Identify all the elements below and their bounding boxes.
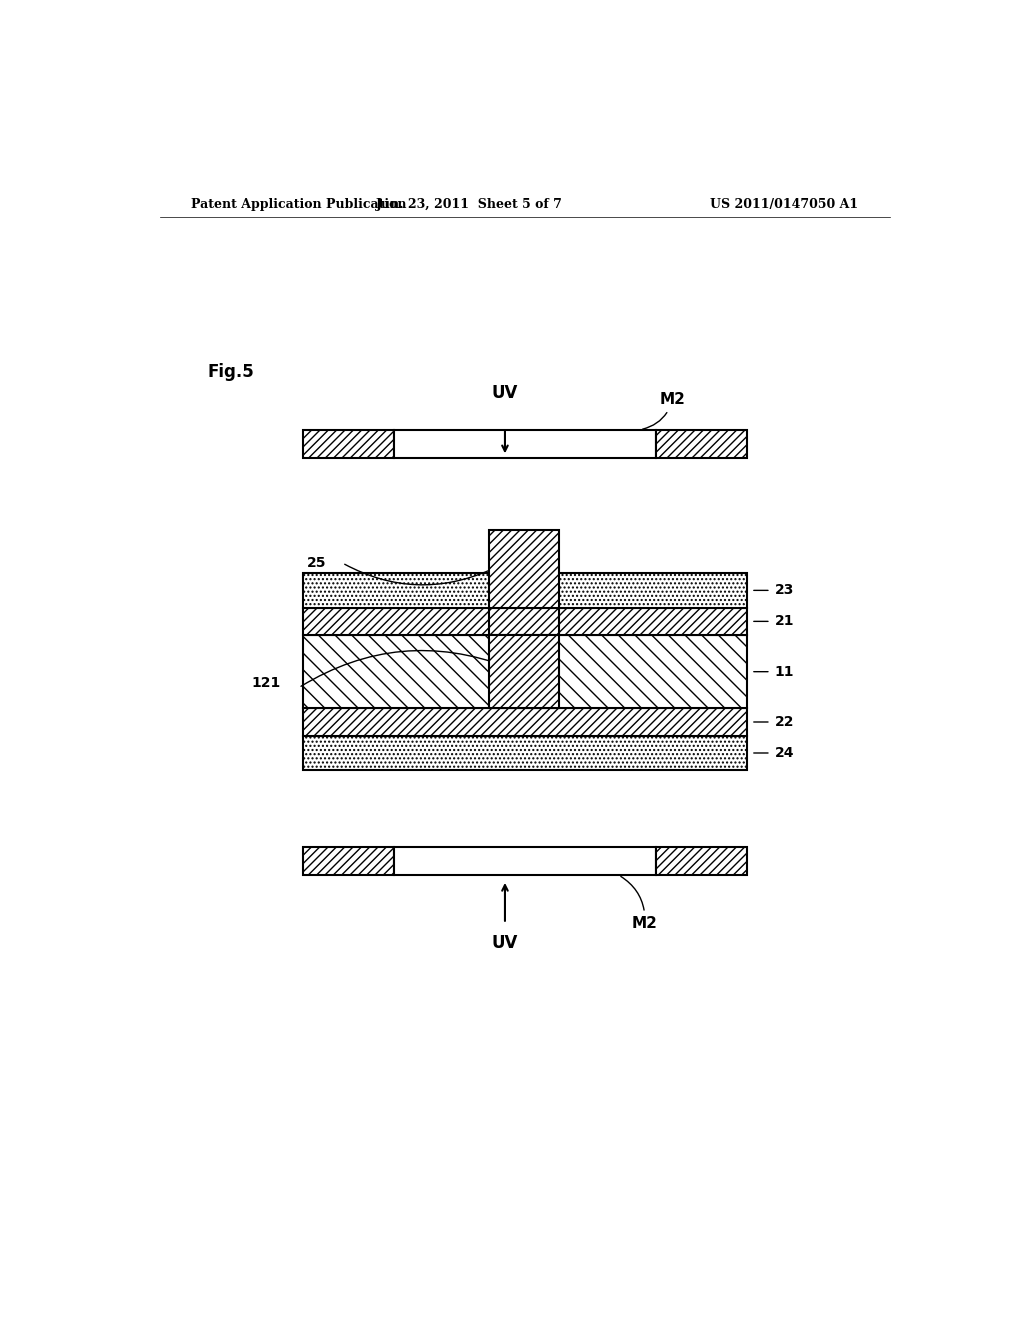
Bar bbox=[655, 430, 748, 458]
Text: Patent Application Publication: Patent Application Publication bbox=[191, 198, 407, 211]
Text: US 2011/0147050 A1: US 2011/0147050 A1 bbox=[710, 198, 858, 211]
Bar bbox=[489, 531, 559, 607]
Text: 24: 24 bbox=[775, 746, 795, 760]
Text: 11: 11 bbox=[775, 665, 795, 678]
Bar bbox=[303, 846, 394, 875]
Text: M2: M2 bbox=[621, 876, 657, 931]
Text: 121: 121 bbox=[251, 676, 281, 689]
Bar bbox=[303, 635, 748, 709]
Text: UV: UV bbox=[492, 384, 518, 403]
Text: Fig.5: Fig.5 bbox=[207, 363, 254, 381]
Text: 21: 21 bbox=[775, 614, 795, 628]
Bar bbox=[489, 635, 559, 709]
Text: 25: 25 bbox=[307, 556, 327, 570]
Bar bbox=[489, 607, 559, 635]
Bar bbox=[655, 846, 748, 875]
Text: 22: 22 bbox=[775, 715, 795, 729]
Bar bbox=[303, 430, 394, 458]
Text: M2: M2 bbox=[643, 392, 686, 429]
Bar bbox=[303, 573, 748, 607]
Bar bbox=[394, 846, 655, 875]
Text: UV: UV bbox=[492, 935, 518, 952]
Bar bbox=[303, 735, 748, 771]
Text: 23: 23 bbox=[775, 583, 795, 598]
Bar bbox=[303, 607, 748, 635]
Bar bbox=[394, 430, 655, 458]
Bar bbox=[303, 709, 748, 735]
Text: Jun. 23, 2011  Sheet 5 of 7: Jun. 23, 2011 Sheet 5 of 7 bbox=[376, 198, 562, 211]
